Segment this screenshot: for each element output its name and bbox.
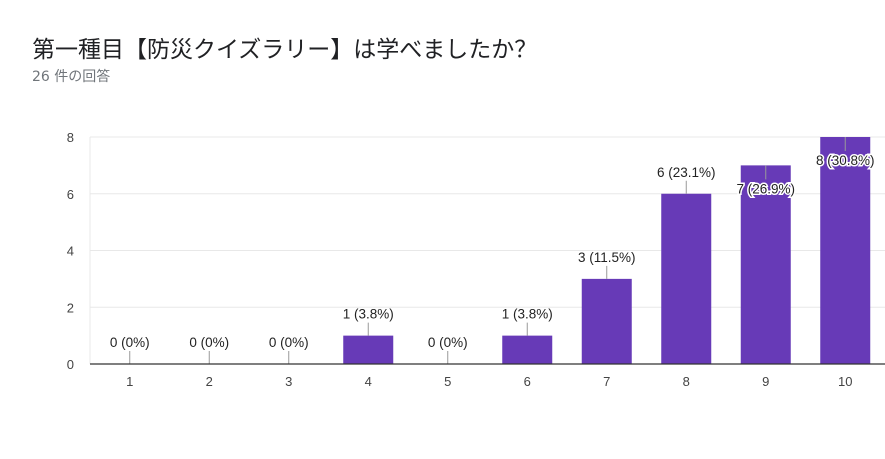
bar	[740, 165, 791, 364]
x-tick-label: 5	[444, 374, 451, 389]
bar	[502, 335, 553, 364]
y-tick-label: 2	[67, 300, 74, 315]
bar	[661, 193, 712, 364]
data-label: 0 (0%)	[269, 335, 309, 350]
x-tick-label: 9	[762, 374, 769, 389]
y-tick-label: 8	[67, 130, 74, 145]
data-label: 6 (23.1%)	[657, 165, 716, 180]
data-label: 3 (11.5%)	[578, 250, 636, 265]
chart-title: 第一種目【防災クイズラリー】は学べましたか？	[32, 37, 538, 63]
x-tick-label: 7	[603, 374, 610, 389]
data-label: 1 (3.8%)	[343, 307, 394, 322]
x-tick-label: 2	[206, 374, 213, 389]
bar	[820, 137, 871, 364]
response-count: 26 件の回答	[32, 69, 111, 85]
x-tick-label: 10	[838, 374, 852, 389]
bar	[581, 278, 632, 364]
x-tick-label: 1	[126, 374, 133, 389]
data-label: 7 (26.9%)	[736, 181, 795, 196]
x-tick-label: 6	[524, 374, 531, 389]
x-tick-label: 8	[683, 374, 690, 389]
y-tick-label: 0	[67, 357, 74, 372]
data-label: 0 (0%)	[428, 335, 468, 350]
y-tick-label: 6	[67, 187, 74, 202]
x-tick-label: 3	[285, 374, 292, 389]
data-label: 8 (30.8%)	[816, 153, 875, 168]
x-tick-label: 4	[365, 374, 372, 389]
data-label: 0 (0%)	[110, 335, 150, 350]
y-tick-label: 4	[67, 244, 74, 259]
bar	[343, 335, 394, 364]
data-label: 1 (3.8%)	[502, 307, 553, 322]
data-label: 0 (0%)	[189, 335, 229, 350]
